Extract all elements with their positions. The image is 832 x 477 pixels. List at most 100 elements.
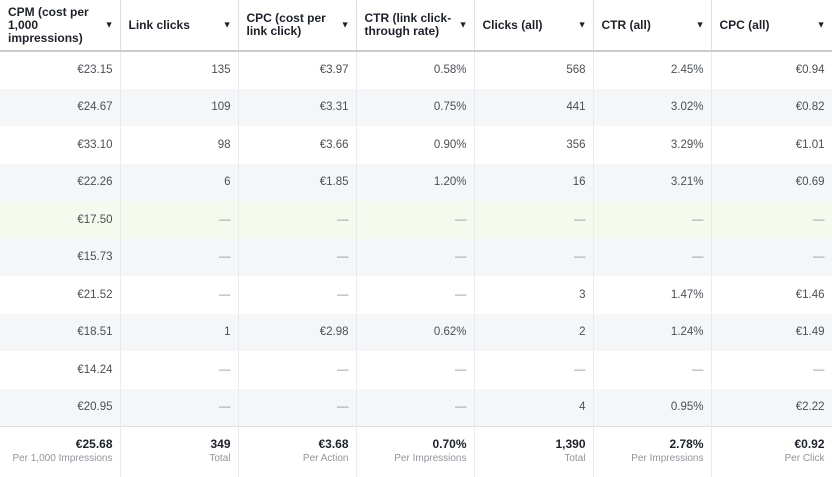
- table-cell: 109: [120, 88, 239, 126]
- table-cell: 135: [120, 51, 239, 89]
- column-header-label: Clicks (all): [482, 17, 543, 32]
- column-header-label: Link clicks: [128, 17, 190, 32]
- table-cell: €0.69: [711, 163, 832, 201]
- table-cell: —: [356, 201, 475, 239]
- total-value: 2.78%: [669, 437, 704, 451]
- table-cell: €33.10: [0, 126, 121, 164]
- table-cell: €1.85: [238, 163, 357, 201]
- total-value: 349: [210, 437, 231, 451]
- total-label: Per Impressions: [394, 453, 467, 464]
- table-row[interactable]: €18.51 1 €2.98 0.62% 2 1.24% €1.49: [0, 313, 832, 351]
- column-header-ctr-all[interactable]: CTR (all) ▼: [593, 0, 712, 52]
- table-cell: €0.82: [711, 88, 832, 126]
- table-cell: €1.49: [711, 313, 832, 351]
- total-value: 1,390: [555, 437, 586, 451]
- table-cell: —: [238, 276, 357, 314]
- table-cell: €20.95: [0, 388, 121, 426]
- table-cell: —: [238, 351, 357, 389]
- table-row[interactable]: €20.95— — —4 0.95% €2.22: [0, 388, 832, 426]
- table-cell: 1.47%: [593, 276, 712, 314]
- column-header-clicks-all[interactable]: Clicks (all) ▼: [474, 0, 594, 52]
- total-label: Per Click: [784, 453, 825, 464]
- table-row[interactable]: €15.73— — — — — —: [0, 238, 832, 276]
- caret-down-icon[interactable]: ▼: [816, 19, 826, 30]
- header-row: CPM (cost per 1,000 impressions) ▼ Link c…: [0, 0, 832, 52]
- table-cell: €24.67: [0, 88, 121, 126]
- table-cell: €1.46: [711, 276, 832, 314]
- table-cell: —: [356, 388, 475, 426]
- total-cell-cpc-all: €0.92 Per Click: [711, 425, 832, 477]
- table-cell: 1: [120, 313, 239, 351]
- table-cell: 0.62%: [356, 313, 475, 351]
- column-header-label: CTR (all): [601, 17, 651, 32]
- table-cell: —: [711, 351, 832, 389]
- total-label: Per Action: [302, 453, 349, 464]
- caret-down-icon[interactable]: ▼: [458, 19, 468, 30]
- table-cell: —: [238, 238, 357, 276]
- table-cell: —: [356, 238, 475, 276]
- table-cell: 1.24%: [593, 313, 712, 351]
- total-value: 0.70%: [432, 437, 467, 451]
- table-cell: €3.31: [238, 88, 357, 126]
- table-body: €23.15 135 €3.97 0.58% 568 2.45% €0.94 €24.67 10…: [0, 51, 832, 426]
- table-cell: 3.02%: [593, 88, 712, 126]
- caret-down-icon[interactable]: ▼: [340, 19, 350, 30]
- total-label: Total: [564, 453, 586, 464]
- column-header-cpm[interactable]: CPM (cost per 1,000 impressions) ▼: [0, 0, 121, 52]
- column-header-label: CPM (cost per 1,000 impressions): [8, 4, 89, 45]
- table-cell: 4: [474, 388, 594, 426]
- table-row[interactable]: €23.15 135 €3.97 0.58% 568 2.45% €0.94: [0, 51, 832, 89]
- table-cell: €17.50: [0, 201, 121, 239]
- table-cell: —: [238, 201, 357, 239]
- total-value: €25.68: [75, 437, 113, 451]
- table-cell: €2.98: [238, 313, 357, 351]
- total-cell-ctr-all: 2.78% Per Impressions: [593, 425, 712, 477]
- table-cell: €22.26: [0, 163, 121, 201]
- caret-down-icon[interactable]: ▼: [695, 19, 705, 30]
- table-cell: 0.58%: [356, 51, 475, 89]
- table-cell: 0.95%: [593, 388, 712, 426]
- table-row[interactable]: €33.10 98 €3.66 0.90% 356 3.29% €1.01: [0, 126, 832, 164]
- table-row[interactable]: €17.50— — — — — —: [0, 201, 832, 239]
- table-cell: —: [711, 201, 832, 239]
- column-header-label: CPC (all): [719, 17, 770, 32]
- table-cell: —: [474, 351, 594, 389]
- table-cell: —: [120, 201, 239, 239]
- table-cell: 6: [120, 163, 239, 201]
- table-row[interactable]: €21.52— — —3 1.47% €1.46: [0, 276, 832, 314]
- table-cell: €1.01: [711, 126, 832, 164]
- table-cell: 3: [474, 276, 594, 314]
- table-cell: 0.75%: [356, 88, 475, 126]
- table-cell: —: [593, 351, 712, 389]
- total-cell-cpm: €25.68 Per 1,000 Impressions: [0, 425, 121, 477]
- table-row[interactable]: €22.26 6 €1.85 1.20% 16 3.21% €0.69: [0, 163, 832, 201]
- table-cell: —: [238, 388, 357, 426]
- table-cell: 441: [474, 88, 594, 126]
- table-cell: €21.52: [0, 276, 121, 314]
- table-cell: €23.15: [0, 51, 121, 89]
- column-header-ctr-link[interactable]: CTR (link click-through rate) ▼: [356, 0, 475, 52]
- total-label: Total: [209, 453, 231, 464]
- column-header-cpc-link[interactable]: CPC (cost per link click) ▼: [238, 0, 357, 52]
- column-header-cpc-all[interactable]: CPC (all) ▼: [711, 0, 832, 52]
- caret-down-icon[interactable]: ▼: [577, 19, 587, 30]
- table-cell: €15.73: [0, 238, 121, 276]
- total-value: €0.92: [794, 437, 825, 451]
- table-row[interactable]: €24.67 109 €3.31 0.75% 441 3.02% €0.82: [0, 88, 832, 126]
- table-cell: 0.90%: [356, 126, 475, 164]
- column-header-link-clicks[interactable]: Link clicks ▼: [120, 0, 239, 52]
- totals-row: €25.68 Per 1,000 Impressions 349 Total €3.…: [0, 425, 832, 477]
- table-row[interactable]: €14.24— — — — — —: [0, 351, 832, 389]
- total-cell-link-clicks: 349 Total: [120, 425, 239, 477]
- table-cell: 568: [474, 51, 594, 89]
- caret-down-icon[interactable]: ▼: [222, 19, 232, 30]
- table-cell: €18.51: [0, 313, 121, 351]
- total-cell-ctr-link: 0.70% Per Impressions: [356, 425, 475, 477]
- table-cell: €3.97: [238, 51, 357, 89]
- table-cell: —: [474, 201, 594, 239]
- column-header-label: CTR (link click-through rate): [364, 11, 452, 38]
- total-value: €3.68: [318, 437, 349, 451]
- table-cell: 1.20%: [356, 163, 475, 201]
- caret-down-icon[interactable]: ▼: [104, 19, 114, 30]
